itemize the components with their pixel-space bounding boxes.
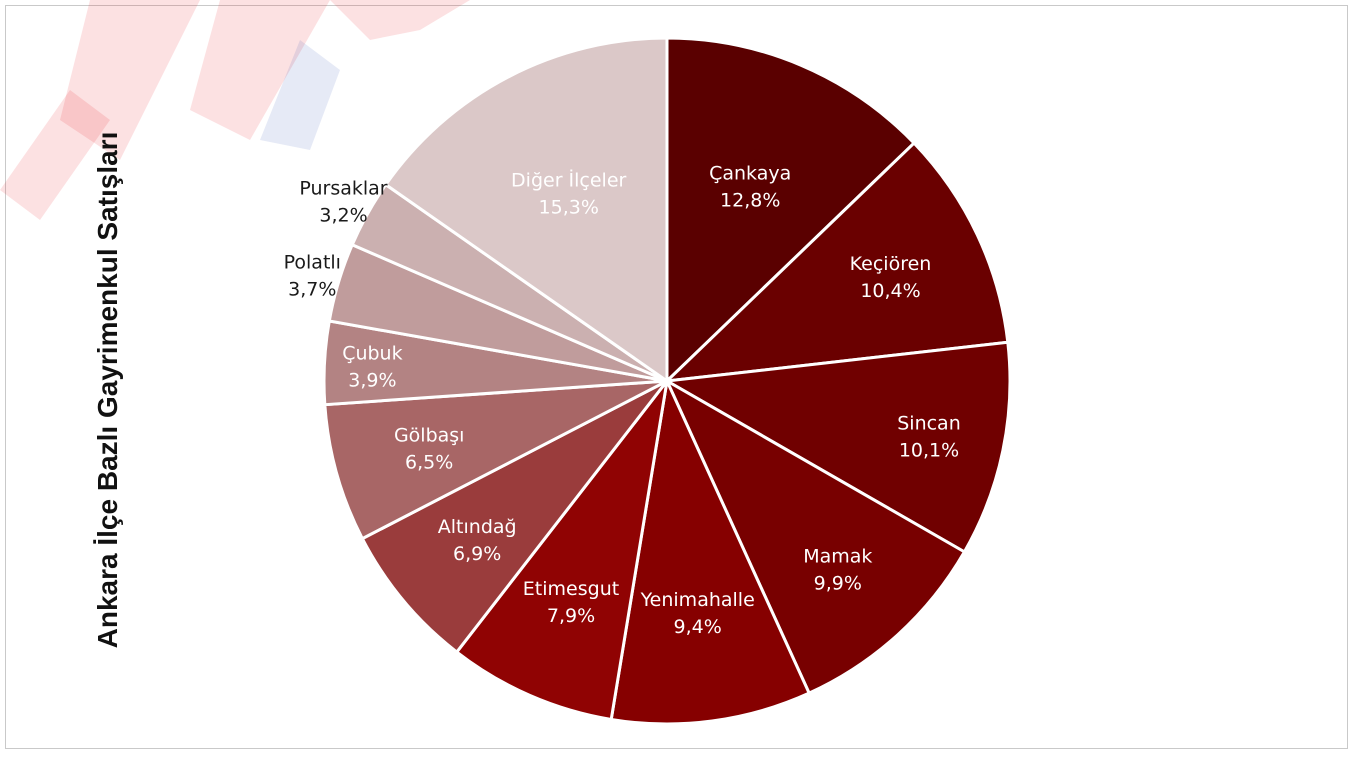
pie-slice-7 — [360, 379, 669, 655]
slice-value-label-7: 6,9% — [453, 543, 501, 565]
pie-slice-8 — [323, 379, 668, 541]
slice-value-label-5: 9,4% — [674, 616, 722, 638]
pie-slice-1 — [665, 36, 917, 385]
slice-label-1: Çankaya — [709, 162, 791, 184]
watermark-logo — [0, 0, 470, 220]
slice-value-label-9: 3,9% — [348, 369, 396, 391]
slice-value-label-6: 7,9% — [547, 605, 595, 627]
watermark-text — [0, 0, 470, 220]
pie-slices — [322, 36, 1012, 726]
slice-label-9: Çubuk — [342, 342, 402, 364]
slice-label-11: Pursaklar — [299, 178, 387, 200]
pie-slice-6 — [454, 380, 669, 722]
slice-label-6: Etimesgut — [523, 578, 619, 600]
slice-value-label-2: 10,4% — [860, 280, 920, 302]
slice-value-label-11: 3,2% — [319, 205, 367, 227]
slice-label-12: Diğer İlçeler — [511, 168, 626, 191]
slice-value-label-8: 6,5% — [405, 452, 453, 474]
slice-value-label-10: 3,7% — [288, 278, 336, 300]
slice-label-10: Polatlı — [284, 251, 341, 273]
slice-value-label-12: 15,3% — [539, 196, 599, 218]
slice-label-4: Mamak — [803, 546, 872, 568]
pie-slice-12 — [383, 36, 669, 384]
slice-value-label-4: 9,9% — [814, 573, 862, 595]
slice-label-3: Sincan — [897, 412, 961, 434]
slice-label-2: Keçiören — [850, 253, 932, 275]
pie-slice-2 — [662, 140, 1010, 383]
slice-label-5: Yenimahalle — [640, 589, 755, 611]
pie-slice-5 — [609, 375, 812, 726]
pie-slice-4 — [663, 377, 967, 696]
slice-label-8: Gölbaşı — [394, 425, 465, 447]
slice-value-label-1: 12,8% — [720, 189, 780, 211]
pie-labels: Çankaya 12,8% Keçiören 10,4% Sincan 10,1% Mama… — [284, 162, 961, 638]
slice-label-7: Altındağ — [438, 516, 517, 538]
slice-value-label-3: 10,1% — [899, 439, 959, 461]
pie-slice-3 — [662, 340, 1012, 554]
